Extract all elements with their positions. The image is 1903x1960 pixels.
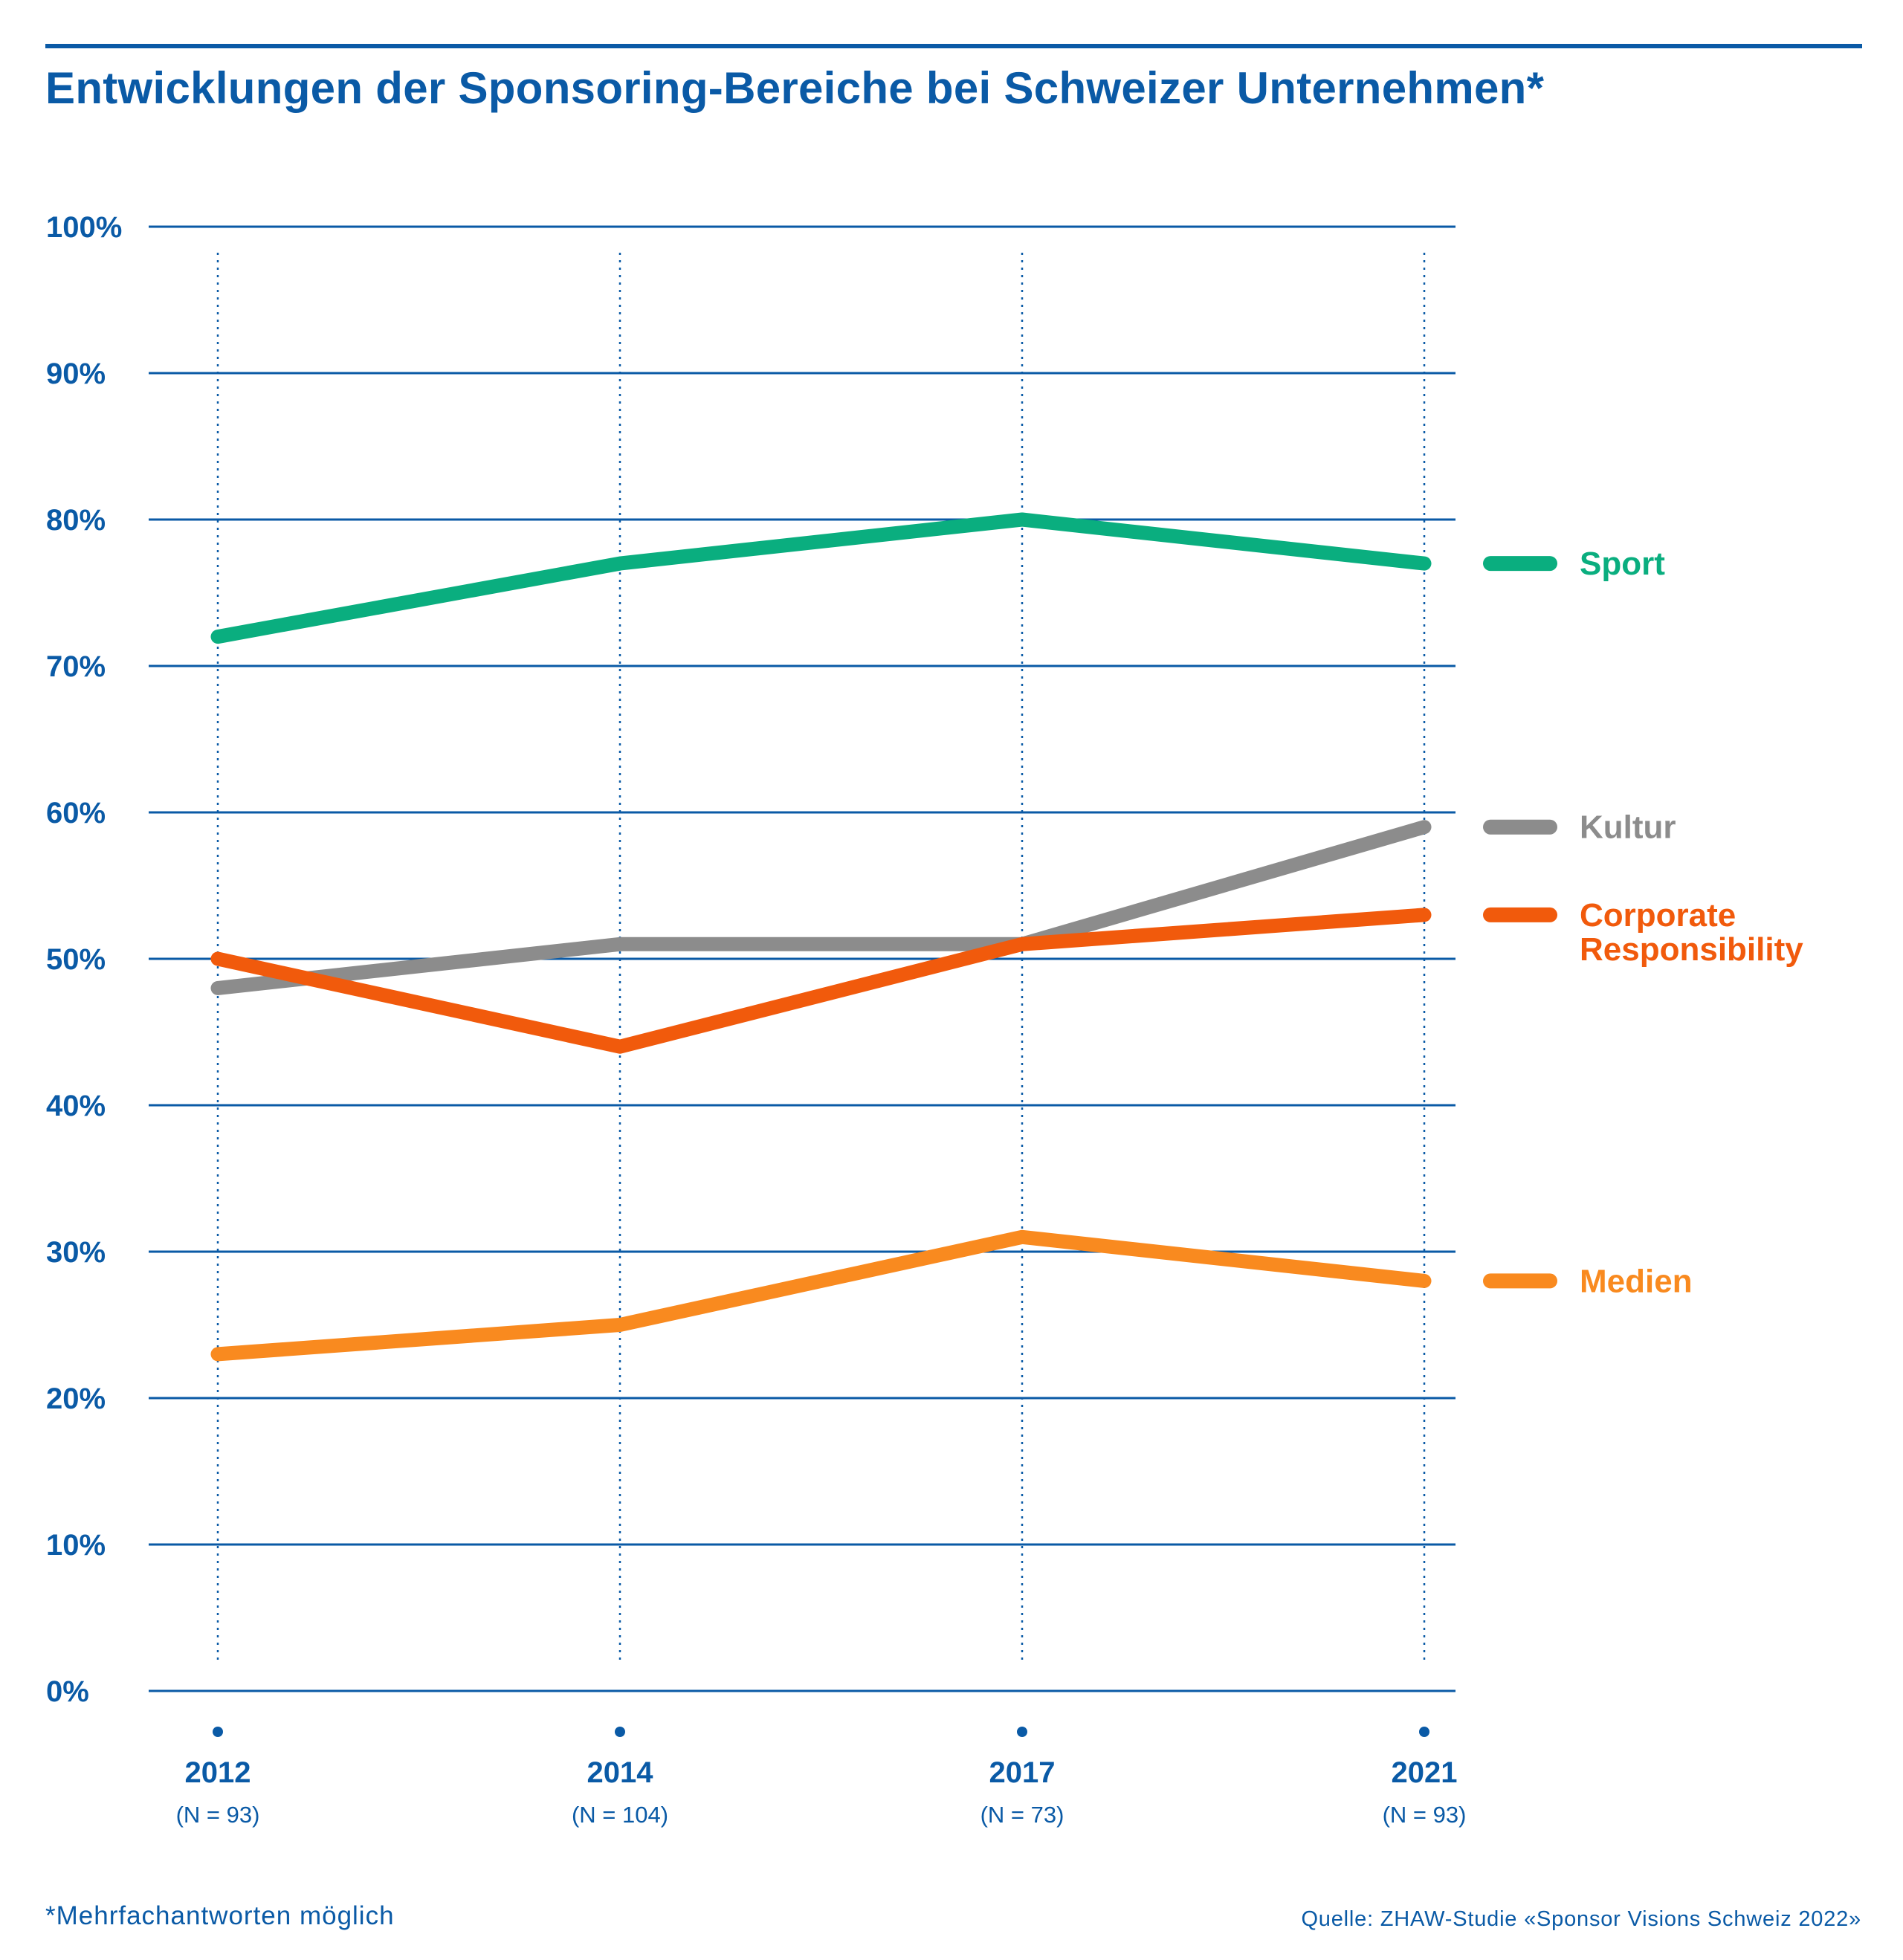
legend-label-medien: Medien: [1580, 1263, 1693, 1299]
x-axis-ticks: 2012 (N = 93) 2014 (N = 104) 2017 (N = 73) 202…: [176, 1727, 1467, 1828]
series-line-kultur: [210, 820, 1432, 995]
x-tick-sample-size: (N = 93): [1383, 1802, 1467, 1828]
x-tick-sample-size: (N = 73): [980, 1802, 1064, 1828]
x-tick-dot: [615, 1727, 625, 1737]
y-tick-label: 10%: [46, 1529, 106, 1562]
x-tick-dot: [1017, 1727, 1027, 1737]
source-note: Quelle: ZHAW-Studie «Sponsor Visions Sch…: [1301, 1907, 1861, 1931]
x-tick-sample-size: (N = 104): [572, 1802, 668, 1828]
legend-label-corporate-responsibility: Corporate: [1580, 897, 1736, 934]
y-tick-label: 30%: [46, 1236, 106, 1269]
legend-label-sport: Sport: [1580, 546, 1665, 582]
y-tick-label: 70%: [46, 650, 106, 683]
x-tick-label: 2014: [587, 1756, 654, 1789]
series-line-sport: [210, 512, 1432, 644]
y-tick-label: 50%: [46, 943, 106, 976]
y-tick-label: 90%: [46, 358, 106, 390]
x-tick-dot: [1419, 1727, 1429, 1737]
y-axis-ticks: 0% 10% 20% 30% 40% 50% 60% 70% 80% 90% 100%: [46, 211, 122, 1708]
gridlines: [149, 225, 1455, 1692]
x-tick-dot: [213, 1727, 223, 1737]
series-line-corporate-responsibility: [210, 908, 1432, 1054]
x-tick-label: 2017: [989, 1756, 1056, 1789]
legend-label-kultur: Kultur: [1580, 809, 1676, 846]
chart-title: Entwicklungen der Sponsoring-Bereiche be…: [45, 63, 1545, 113]
x-tick-sample-size: (N = 93): [176, 1802, 260, 1828]
y-tick-label: 0%: [46, 1675, 89, 1708]
footnote: *Mehrfachantworten möglich: [45, 1901, 395, 1930]
legend-label-corporate-responsibility: Responsibility: [1580, 931, 1803, 968]
y-tick-label: 100%: [46, 211, 122, 244]
series-lines: [210, 512, 1432, 1362]
y-tick-label: 40%: [46, 1090, 106, 1122]
series-line-medien: [210, 1229, 1432, 1362]
x-tick-label: 2012: [185, 1756, 251, 1789]
x-tick-label: 2021: [1392, 1756, 1458, 1789]
y-tick-label: 20%: [46, 1382, 106, 1415]
y-tick-label: 60%: [46, 797, 106, 829]
y-tick-label: 80%: [46, 504, 106, 537]
top-rule: [45, 44, 1862, 48]
x-guides: [216, 253, 1426, 1661]
